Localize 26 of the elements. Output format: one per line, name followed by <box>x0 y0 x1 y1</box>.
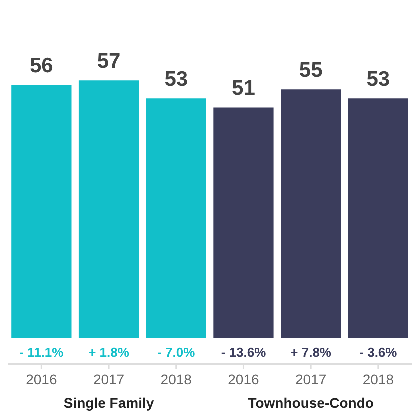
bar <box>214 108 274 338</box>
text: Townhouse-Condo <box>248 395 374 412</box>
text: - 7.0% <box>158 344 196 360</box>
bar <box>146 98 206 338</box>
x-tick-label: 2016 <box>228 371 260 388</box>
x-tick-label: 2017 <box>93 371 125 388</box>
bar <box>78 80 140 338</box>
text: - 11.1% <box>20 344 64 360</box>
bar <box>348 98 408 338</box>
data-label: 56 <box>30 54 54 78</box>
text: - 3.6% <box>360 344 398 360</box>
x-tick-label: 2018 <box>160 371 192 388</box>
data-label: 53 <box>366 68 390 91</box>
x-tick-label: 2018 <box>362 371 394 388</box>
x-tick-label: 2016 <box>26 371 58 388</box>
text: + 1.8% <box>88 344 130 360</box>
bar <box>12 85 72 338</box>
data-label: 55 <box>299 58 324 82</box>
text: - 13.6% <box>221 344 267 360</box>
data-label: 53 <box>164 68 188 91</box>
text: Single Family <box>64 395 154 412</box>
x-tick-label: 2017 <box>296 371 327 388</box>
data-label: 57 <box>97 50 121 73</box>
bar <box>281 90 342 338</box>
text: + 7.8% <box>290 344 332 360</box>
data-label: 51 <box>232 77 256 100</box>
